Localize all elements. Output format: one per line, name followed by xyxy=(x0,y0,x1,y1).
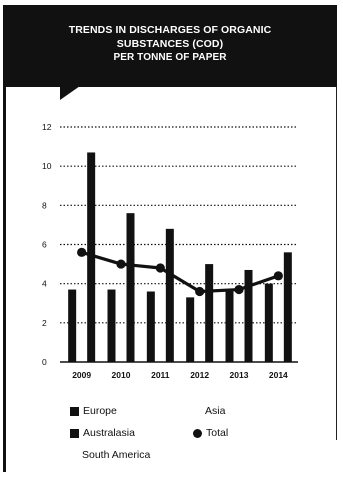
x-tick-label-2012: 2012 xyxy=(190,370,209,380)
bar-europe-2009 xyxy=(68,289,77,362)
bar-europe-2013 xyxy=(225,291,234,362)
x-tick-label-2014: 2014 xyxy=(269,370,288,380)
legend-item-europe: Europe xyxy=(70,405,117,417)
bar-australasia-2010 xyxy=(126,213,135,362)
frame-right-rule xyxy=(336,60,337,440)
bar-australasia-2014 xyxy=(283,252,292,362)
chart-title-banner: TRENDS IN DISCHARGES OF ORGANIC SUBSTANC… xyxy=(3,5,337,87)
total-line xyxy=(77,247,283,297)
x-tick-label-2009: 2009 xyxy=(72,370,91,380)
title-line-1: TRENDS IN DISCHARGES OF ORGANIC xyxy=(68,24,272,36)
total-point-2011 xyxy=(155,263,165,273)
bar-australasia-2013 xyxy=(244,269,253,362)
bar-australasia-2009 xyxy=(87,152,96,362)
y-tick-label-0: 0 xyxy=(42,357,47,367)
bar-europe-2011 xyxy=(146,291,155,362)
legend-item-australasia: Australasia xyxy=(70,427,135,439)
legend-label-total: Total xyxy=(206,427,229,439)
bar-europe-2014 xyxy=(264,283,273,362)
legend-item-asia: Asia xyxy=(205,405,225,417)
y-tick-labels: 0 2 4 6 8 10 12 xyxy=(42,122,52,367)
bar-europe-2012 xyxy=(186,297,195,362)
total-point-2010 xyxy=(116,259,126,269)
total-point-2014 xyxy=(273,271,283,281)
banner-tail xyxy=(60,86,80,100)
legend-label-asia: Asia xyxy=(205,405,226,417)
x-tick-label-2010: 2010 xyxy=(112,370,131,380)
legend-swatch-australasia xyxy=(70,428,79,438)
title-line-2: SUBSTANCES (COD) xyxy=(116,38,224,50)
y-tick-label-6: 6 xyxy=(42,240,47,250)
title-line-3: PER TONNE OF PAPER xyxy=(113,52,227,63)
y-tick-label-8: 8 xyxy=(42,200,47,210)
legend-label-europe: Europe xyxy=(83,405,117,417)
bars xyxy=(68,152,292,362)
frame-left-rule xyxy=(3,60,6,472)
y-tick-label-4: 4 xyxy=(42,279,47,289)
legend-item-total: Total xyxy=(193,427,228,439)
total-point-2012 xyxy=(195,286,205,297)
bar-europe-2010 xyxy=(107,289,116,362)
x-tick-labels: 2009 2010 2011 2012 2013 2014 xyxy=(72,370,288,380)
x-tick-label-2013: 2013 xyxy=(230,370,249,380)
total-line-path xyxy=(81,250,279,294)
grid-lines xyxy=(60,126,298,363)
y-tick-label-2: 2 xyxy=(42,318,47,328)
legend-label-south-america: South America xyxy=(82,449,151,461)
y-tick-label-12: 12 xyxy=(42,122,52,132)
x-tick-label-2011: 2011 xyxy=(151,370,170,380)
legend-swatch-europe xyxy=(70,406,79,416)
legend-swatch-total xyxy=(193,428,202,438)
legend-label-australasia: Australasia xyxy=(83,427,135,439)
total-point-2009 xyxy=(77,247,87,257)
legend-item-south-america: South America xyxy=(82,449,150,461)
total-point-2013 xyxy=(234,284,244,295)
bar-australasia-2011 xyxy=(165,228,174,362)
bar-australasia-2012 xyxy=(205,264,214,362)
y-tick-label-10: 10 xyxy=(42,161,52,171)
